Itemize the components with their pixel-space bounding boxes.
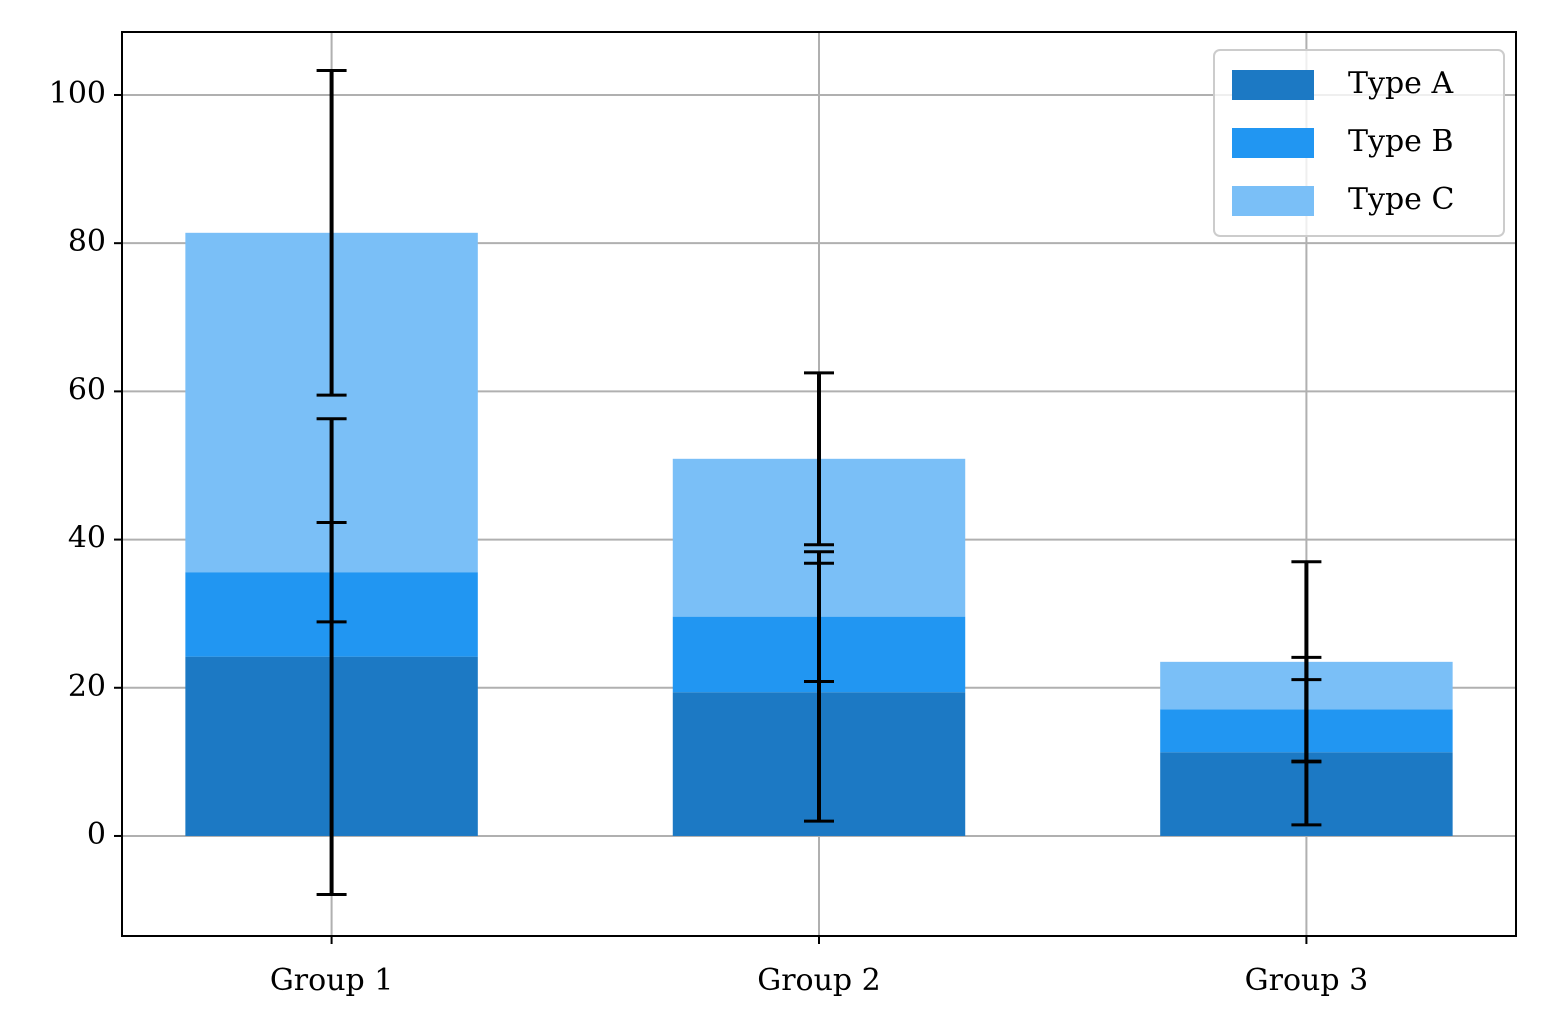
error-bar (316, 69, 347, 397)
legend-swatch (1232, 70, 1314, 100)
x-tick-label: Group 2 (757, 963, 881, 998)
legend-swatch (1232, 128, 1314, 158)
legend-swatch (1232, 186, 1314, 216)
y-tick-label: 60 (68, 372, 106, 407)
plot-frame (121, 31, 1517, 937)
error-bar (804, 550, 834, 683)
y-tick-label: 80 (68, 224, 106, 259)
y-tick-label: 20 (68, 669, 106, 704)
legend-label: Type C (1348, 182, 1454, 217)
error-bar (316, 417, 347, 897)
x-tick-label: Group 3 (1245, 963, 1369, 998)
y-tick-label: 0 (87, 817, 106, 852)
y-tick-label: 100 (49, 76, 106, 111)
error-bar (1291, 560, 1322, 764)
x-tick-label: Group 1 (270, 963, 394, 998)
legend-label: Type B (1348, 124, 1454, 159)
error-bar (316, 521, 347, 624)
error-bar (804, 371, 834, 547)
y-tick-label: 40 (68, 521, 106, 556)
legend-label: Type A (1348, 66, 1453, 101)
